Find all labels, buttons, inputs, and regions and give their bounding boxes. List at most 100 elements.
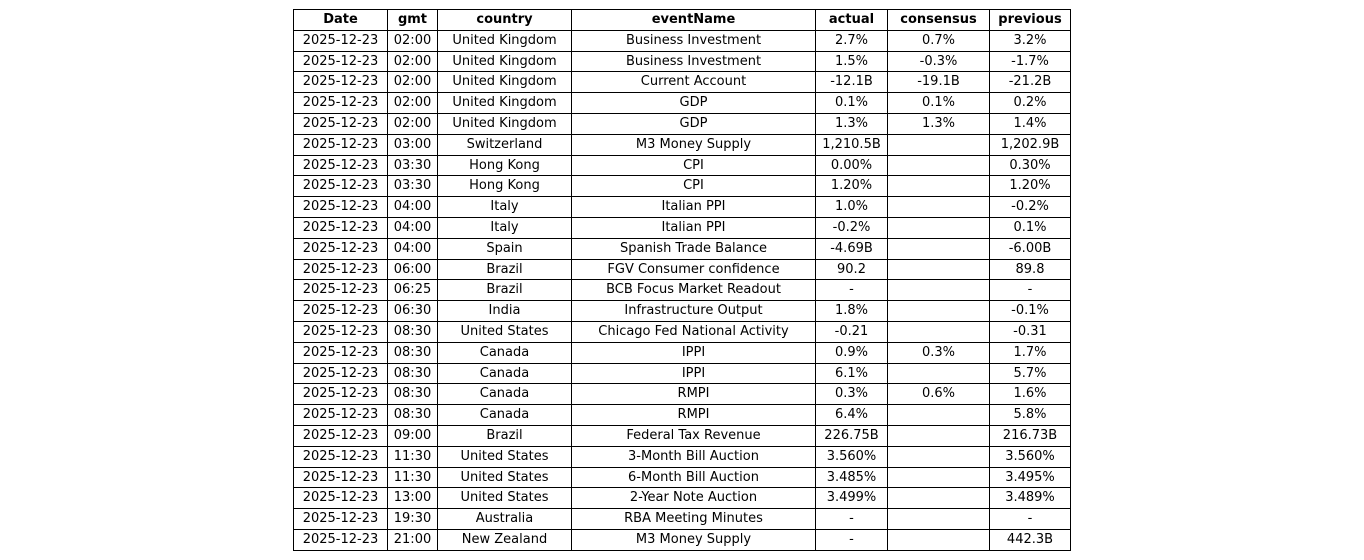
table-cell-country: United Kingdom <box>437 50 572 73</box>
table-cell-date: 2025-12-23 <box>293 258 388 281</box>
table-cell-gmt: 03:30 <box>387 154 438 177</box>
table-cell-eventname: GDP <box>571 92 816 114</box>
table-cell-country: Italy <box>437 216 572 239</box>
table-cell-consensus <box>887 216 990 239</box>
table-cell-eventname: RBA Meeting Minutes <box>571 508 816 530</box>
table-cell-consensus <box>887 300 990 322</box>
table-cell-country: United States <box>437 466 572 489</box>
table-cell-previous: 1.7% <box>989 341 1071 364</box>
table-cell-previous: -0.2% <box>989 196 1071 218</box>
column-header-country: country <box>437 9 572 31</box>
table-cell-actual: 1.5% <box>815 50 888 73</box>
table-cell-eventname: Italian PPI <box>571 196 816 218</box>
table-cell-previous: -6.00B <box>989 237 1071 260</box>
table-row: 2025-12-23 04:00 Italy Italian PPI -0.2% 0.1% <box>293 216 1071 239</box>
table-cell-date: 2025-12-23 <box>293 341 388 364</box>
table-cell-country: Brazil <box>437 258 572 281</box>
table-cell-date: 2025-12-23 <box>293 362 388 385</box>
table-cell-eventname: Infrastructure Output <box>571 300 816 322</box>
table-cell-consensus <box>887 445 990 468</box>
table-cell-eventname: RMPI <box>571 404 816 426</box>
table-cell-country: Canada <box>437 404 572 426</box>
table-cell-eventname: CPI <box>571 175 816 198</box>
economic-calendar-table: Date gmt country eventName actual consensus pr… <box>293 9 1071 551</box>
table-cell-previous: -21.2B <box>989 71 1071 94</box>
table-cell-actual: 3.560% <box>815 445 888 468</box>
table-cell-date: 2025-12-23 <box>293 71 388 94</box>
table-row: 2025-12-23 09:00 Brazil Federal Tax Revenue… <box>293 424 1071 447</box>
table-cell-previous: 0.1% <box>989 216 1071 239</box>
table-cell-consensus <box>887 528 990 551</box>
table-cell-gmt: 11:30 <box>387 466 438 489</box>
table-cell-gmt: 13:00 <box>387 487 438 510</box>
table-cell-eventname: CPI <box>571 154 816 177</box>
table-cell-actual: 0.00% <box>815 154 888 177</box>
table-cell-consensus <box>887 404 990 426</box>
table-row: 2025-12-23 11:30 United States 3-Month Bill… <box>293 445 1071 468</box>
table-cell-eventname: 3-Month Bill Auction <box>571 445 816 468</box>
table-cell-consensus <box>887 175 990 198</box>
table-cell-actual: 2.7% <box>815 29 888 52</box>
table-cell-eventname: Business Investment <box>571 29 816 52</box>
table-row: 2025-12-23 02:00 United Kingdom Current Acc… <box>293 71 1071 94</box>
column-header-consensus: consensus <box>887 9 990 31</box>
table-cell-eventname: M3 Money Supply <box>571 528 816 551</box>
table-cell-country: New Zealand <box>437 528 572 551</box>
table-cell-country: Switzerland <box>437 133 572 156</box>
table-cell-date: 2025-12-23 <box>293 487 388 510</box>
table-cell-date: 2025-12-23 <box>293 50 388 73</box>
table-cell-consensus: 0.1% <box>887 92 990 114</box>
table-cell-previous: 0.30% <box>989 154 1071 177</box>
table-cell-actual: 1.20% <box>815 175 888 198</box>
table-cell-actual: -0.2% <box>815 216 888 239</box>
table-cell-country: United Kingdom <box>437 71 572 94</box>
table-row: 2025-12-23 02:00 United Kingdom GDP 0.1% 0.1%… <box>293 92 1071 114</box>
table-row: 2025-12-23 04:00 Spain Spanish Trade Balanc… <box>293 237 1071 260</box>
table-cell-gmt: 02:00 <box>387 112 438 135</box>
table-cell-consensus <box>887 508 990 530</box>
table-cell-actual: 0.9% <box>815 341 888 364</box>
table-cell-eventname: RMPI <box>571 383 816 406</box>
table-cell-gmt: 08:30 <box>387 341 438 364</box>
table-cell-eventname: IPPI <box>571 341 816 364</box>
table-row: 2025-12-23 08:30 Canada IPPI 6.1% 5.7% <box>293 362 1071 385</box>
table-cell-gmt: 19:30 <box>387 508 438 530</box>
table-row: 2025-12-23 11:30 United States 6-Month Bill… <box>293 466 1071 489</box>
table-cell-date: 2025-12-23 <box>293 175 388 198</box>
table-cell-previous: 216.73B <box>989 424 1071 447</box>
table-cell-consensus: 1.3% <box>887 112 990 135</box>
table-cell-date: 2025-12-23 <box>293 383 388 406</box>
table-cell-previous: 5.7% <box>989 362 1071 385</box>
table-row: 2025-12-23 08:30 Canada RMPI 0.3% 0.6% 1.6% <box>293 383 1071 406</box>
table-cell-date: 2025-12-23 <box>293 112 388 135</box>
column-header-eventname: eventName <box>571 9 816 31</box>
table-cell-eventname: Chicago Fed National Activity <box>571 320 816 343</box>
table-cell-gmt: 11:30 <box>387 445 438 468</box>
table-cell-consensus: -0.3% <box>887 50 990 73</box>
table-row: 2025-12-23 21:00 New Zealand M3 Money Suppl… <box>293 528 1071 551</box>
table-cell-previous: 5.8% <box>989 404 1071 426</box>
table-cell-date: 2025-12-23 <box>293 196 388 218</box>
table-cell-actual: - <box>815 508 888 530</box>
table-cell-previous: -0.31 <box>989 320 1071 343</box>
table-cell-gmt: 02:00 <box>387 50 438 73</box>
table-cell-gmt: 08:30 <box>387 362 438 385</box>
table-cell-previous: 442.3B <box>989 528 1071 551</box>
table-cell-date: 2025-12-23 <box>293 279 388 302</box>
table-cell-previous: 3.560% <box>989 445 1071 468</box>
table-cell-actual: 226.75B <box>815 424 888 447</box>
table-cell-consensus <box>887 154 990 177</box>
table-cell-previous: 0.2% <box>989 92 1071 114</box>
table-cell-gmt: 06:00 <box>387 258 438 281</box>
table-cell-country: United Kingdom <box>437 92 572 114</box>
table-cell-actual: 6.4% <box>815 404 888 426</box>
table-row: 2025-12-23 13:00 United States 2-Year Note … <box>293 487 1071 510</box>
table-cell-country: India <box>437 300 572 322</box>
table-cell-actual: - <box>815 528 888 551</box>
table-cell-date: 2025-12-23 <box>293 404 388 426</box>
table-cell-consensus <box>887 279 990 302</box>
table-cell-consensus <box>887 424 990 447</box>
table-cell-previous: - <box>989 508 1071 530</box>
table-cell-consensus <box>887 487 990 510</box>
table-cell-consensus <box>887 258 990 281</box>
